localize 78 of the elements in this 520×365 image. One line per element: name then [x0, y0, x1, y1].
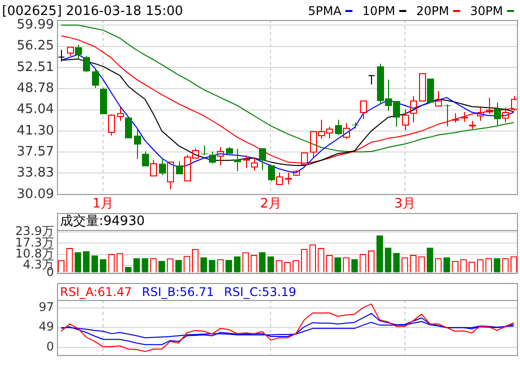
bar [158, 260, 166, 272]
candlestick [477, 107, 484, 122]
legend-label: 20PM [416, 4, 450, 18]
chart-title: [002625] 2016-03-18 15:00 [2, 4, 184, 19]
candlestick [243, 154, 250, 168]
x-tick-label: 3月 [394, 196, 416, 212]
x-tick-label: 2月 [260, 196, 282, 212]
bar [133, 258, 140, 272]
y-tick-label: 56.25 [16, 38, 54, 54]
bar [494, 258, 500, 272]
candlestick [410, 96, 417, 123]
text: RSI_A:61.47 [60, 285, 132, 299]
text: RSI_B:56.71 [142, 285, 214, 299]
candlestick [92, 69, 99, 88]
bar [351, 259, 358, 272]
chart-title: 成交量:94930 [60, 213, 145, 229]
y-tick-label: 97 [38, 300, 54, 314]
bar [208, 260, 216, 272]
candlestick [276, 172, 283, 185]
candlestick [176, 160, 183, 174]
y-tick-label: 37.57 [16, 144, 54, 160]
candlestick [251, 156, 258, 172]
legend-label: 10PM [362, 4, 396, 18]
y-tick-label: 30.09 [16, 186, 54, 202]
candlestick [268, 165, 275, 182]
x-tick-label: 1月 [92, 196, 114, 212]
candlestick [234, 148, 241, 172]
bar [226, 260, 232, 272]
candlestick [285, 172, 292, 185]
bar [384, 248, 392, 272]
y-tick-label: 45.04 [16, 102, 54, 118]
candlestick [502, 107, 509, 123]
bar [426, 248, 434, 272]
candlestick [402, 108, 409, 131]
legend-label: 30PM [470, 4, 503, 18]
candlestick [217, 146, 224, 166]
bar [267, 256, 274, 272]
bar [175, 260, 182, 272]
bar [443, 257, 450, 272]
candlestick [159, 158, 166, 176]
candlestick [117, 107, 124, 122]
candlestick [435, 90, 442, 106]
bar [91, 256, 98, 272]
bar [74, 252, 82, 272]
bar [100, 259, 106, 272]
bar [142, 258, 148, 272]
bar [334, 257, 342, 272]
bar [259, 252, 266, 272]
candlestick [100, 87, 107, 114]
candlestick [142, 150, 149, 166]
bar [200, 257, 208, 272]
candlestick [67, 46, 74, 56]
candlestick [452, 112, 459, 123]
bar [393, 252, 400, 272]
y-tick-label: 48.78 [16, 80, 54, 96]
candlestick [494, 102, 501, 126]
candlestick [335, 119, 342, 136]
candlestick [461, 111, 468, 122]
bar [83, 251, 90, 272]
y-tick-label: 52.51 [16, 60, 54, 75]
bar [234, 256, 241, 272]
candlestick [486, 97, 493, 115]
y-tick-label: 0 [46, 340, 54, 354]
legend-label: 5PMA [308, 4, 342, 18]
candlestick [259, 148, 266, 171]
candlestick [209, 150, 216, 164]
candlestick [368, 75, 374, 86]
bar [376, 235, 384, 272]
y-tick-label: 49 [38, 320, 54, 334]
candlestick [352, 122, 359, 129]
y-tick-label: 59.99 [16, 18, 54, 33]
text: RSI_C:53.19 [224, 285, 296, 299]
y-tick-label: 33.83 [16, 166, 54, 181]
candlestick [134, 129, 141, 160]
candlestick [360, 100, 367, 120]
candlestick [167, 162, 174, 190]
y-tick-label: 41.30 [16, 123, 54, 138]
candlestick [75, 44, 82, 60]
